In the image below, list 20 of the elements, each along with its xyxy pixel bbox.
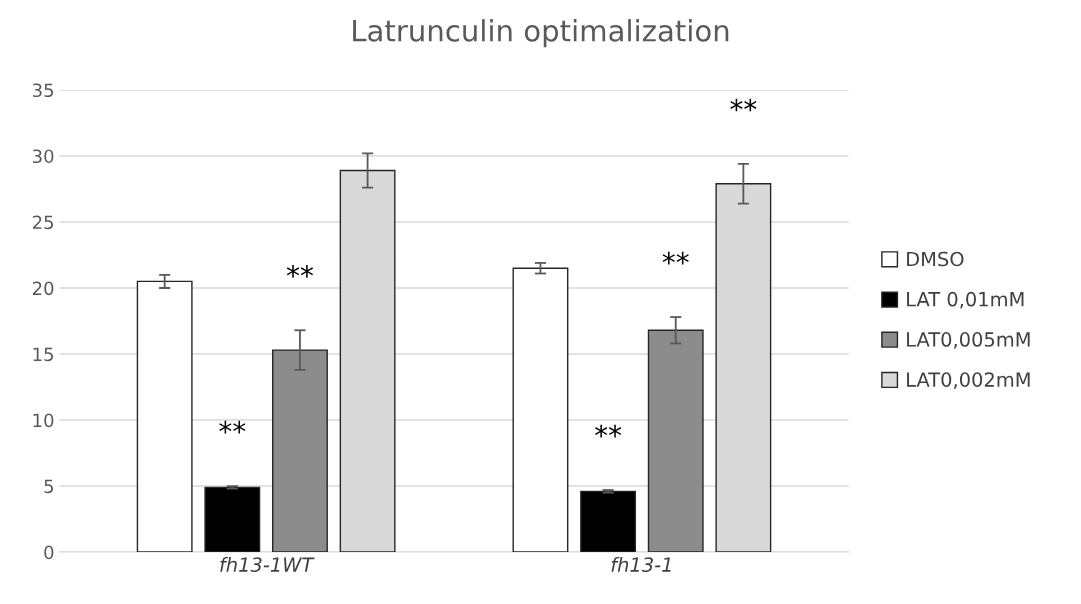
data-label: ** [286,264,314,278]
chart-title: Latrunculin optimalization [353,19,729,48]
y-tick-label: 15 [33,347,54,362]
y-tick-label: 5 [44,479,54,494]
data-label: ** [595,424,622,438]
y-tick-label: 20 [32,281,54,296]
x-tick-label: fh13-1WT [220,556,315,572]
y-tick-label: 0 [44,545,54,560]
x-tick-label: fh13-1 [611,556,671,572]
legend-label: LAT0,002mM [907,372,1030,389]
legend-label: DMSO [907,251,964,267]
data-label: ** [730,98,757,112]
y-tick-label: 10 [33,413,54,428]
legend-label: LAT0,005mM [907,332,1030,349]
y-tick-label: 30 [32,149,54,164]
data-label: ** [662,251,689,265]
data-label: ** [219,420,246,434]
legend-label: LAT 0,01mM [907,291,1024,309]
y-tick-label: 35 [32,83,54,98]
y-tick-label: 25 [32,215,54,230]
